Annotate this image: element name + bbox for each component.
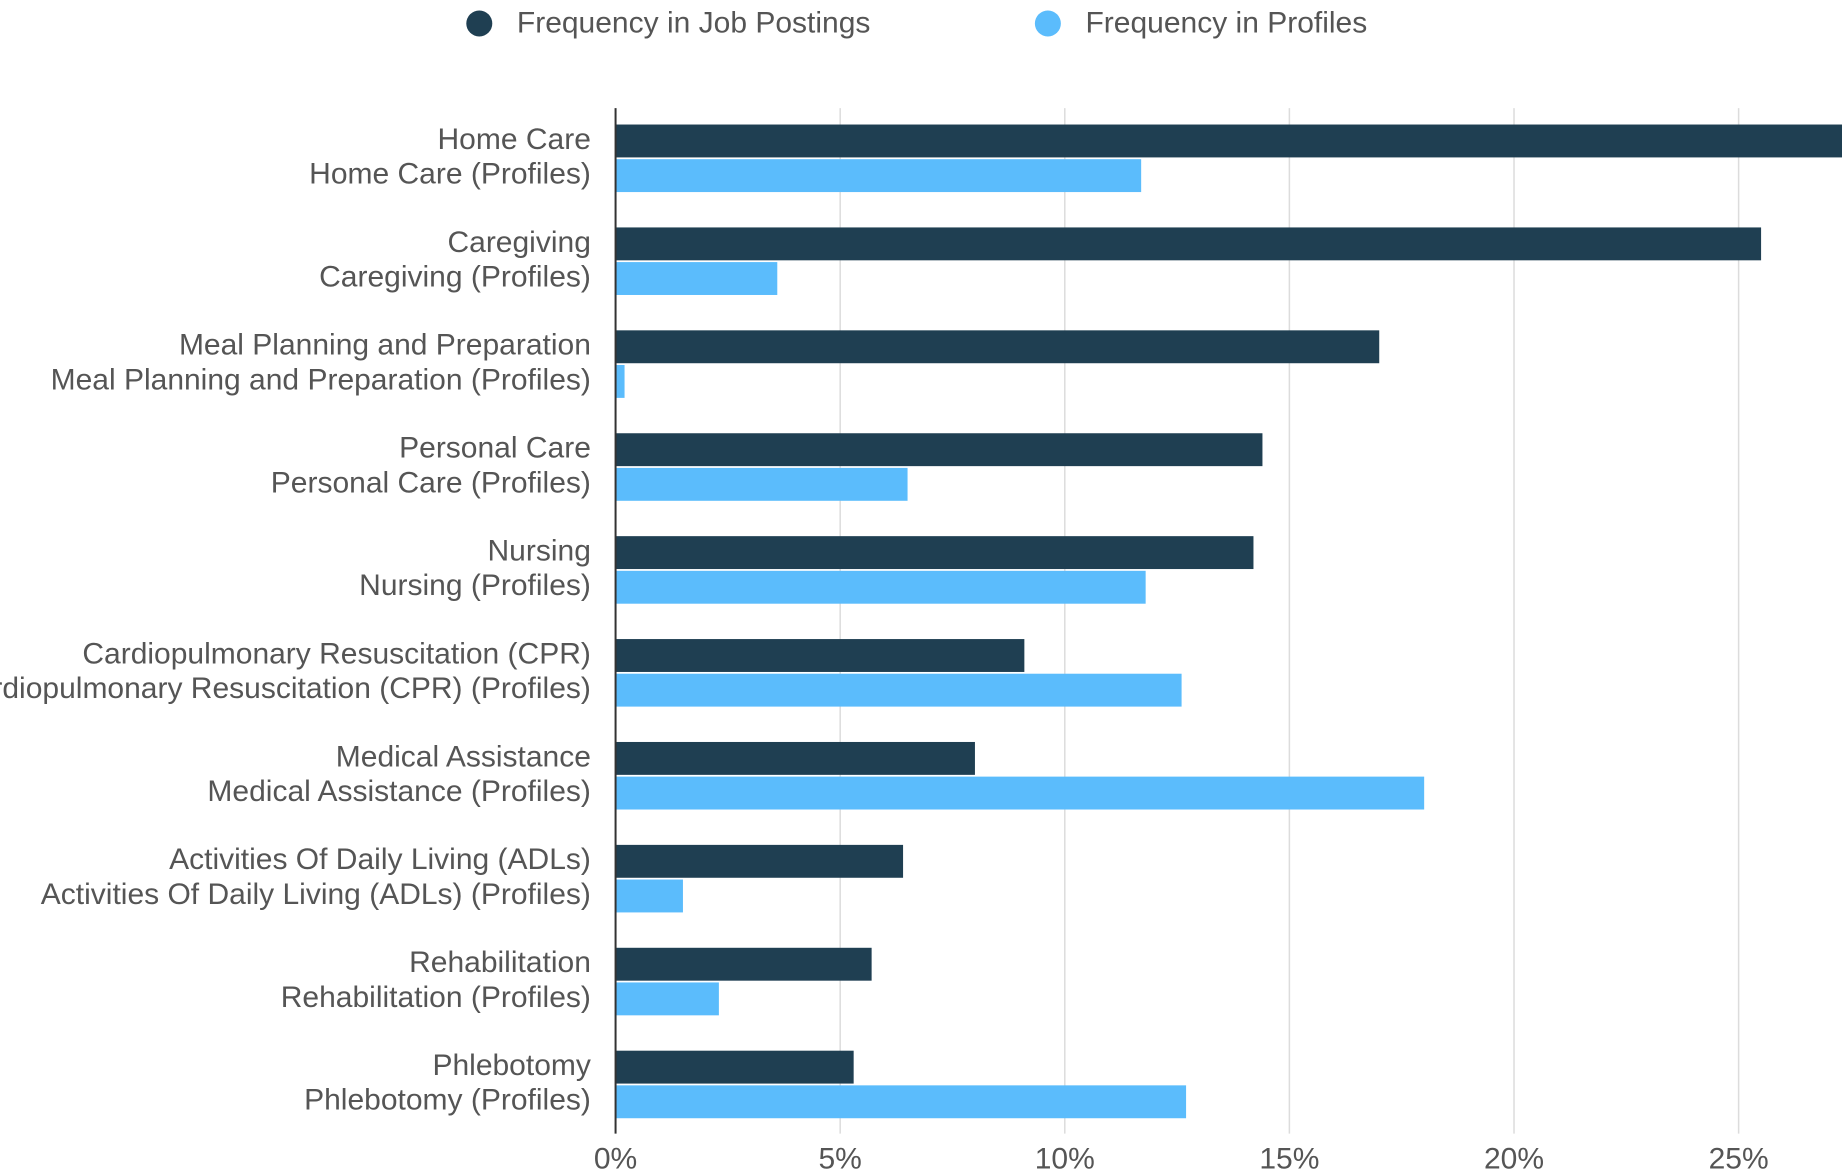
y-tick-label: Caregiving [447, 226, 590, 259]
y-tick-label: Rehabilitation (Profiles) [281, 981, 591, 1014]
y-tick-label: Phlebotomy [432, 1049, 590, 1082]
bar [615, 159, 1142, 193]
bar [615, 947, 872, 981]
x-tick-label: 0% [594, 1143, 637, 1176]
y-tick-label: Activities Of Daily Living (ADLs) (Profi… [41, 878, 591, 911]
bar [615, 844, 904, 878]
y-tick-label: Nursing [488, 535, 591, 568]
bar [615, 433, 1263, 467]
y-tick-label: Caregiving (Profiles) [319, 260, 591, 293]
x-tick-label: 25% [1709, 1143, 1769, 1176]
bar [615, 741, 975, 775]
bar [615, 124, 1842, 158]
x-tick-label: 10% [1035, 1143, 1095, 1176]
bar [615, 262, 778, 295]
bar [615, 639, 1025, 672]
bar [615, 776, 1425, 810]
y-tick-label: Home Care (Profiles) [309, 158, 591, 191]
y-tick-label: Personal Care [399, 432, 591, 465]
legend-label: Frequency in Profiles [1085, 7, 1367, 40]
bar [615, 536, 1254, 570]
y-tick-label: Medical Assistance [336, 740, 591, 773]
y-tick-label: Rehabilitation [409, 946, 591, 979]
y-tick-label: Cardiopulmonary Resuscitation (CPR) [82, 637, 591, 670]
bar [615, 982, 719, 1016]
legend-marker [1034, 10, 1061, 37]
x-tick-label: 20% [1484, 1143, 1544, 1176]
bar [615, 364, 625, 398]
y-tick-label: Phlebotomy (Profiles) [304, 1084, 591, 1117]
bar [615, 879, 683, 913]
x-tick-label: 5% [818, 1143, 861, 1176]
bar [615, 1085, 1187, 1119]
bar [615, 227, 1762, 261]
bar [615, 330, 1380, 364]
y-tick-label: Activities Of Daily Living (ADLs) [169, 843, 591, 876]
legend-label: Frequency in Job Postings [517, 7, 871, 40]
y-tick-label: Meal Planning and Preparation (Profiles) [51, 363, 591, 396]
bar [615, 570, 1146, 604]
bar [615, 467, 908, 501]
bar [615, 1050, 854, 1084]
y-tick-label: Cardiopulmonary Resuscitation (CPR) (Pro… [0, 672, 591, 705]
y-tick-label: Personal Care (Profiles) [271, 466, 591, 499]
bar [615, 673, 1182, 707]
y-tick-label: Nursing (Profiles) [359, 569, 591, 602]
y-tick-label: Medical Assistance (Profiles) [207, 775, 590, 808]
legend-marker [466, 10, 493, 37]
y-tick-label: Home Care [438, 123, 591, 156]
y-tick-label: Meal Planning and Preparation [179, 329, 591, 362]
x-tick-label: 15% [1259, 1143, 1319, 1176]
